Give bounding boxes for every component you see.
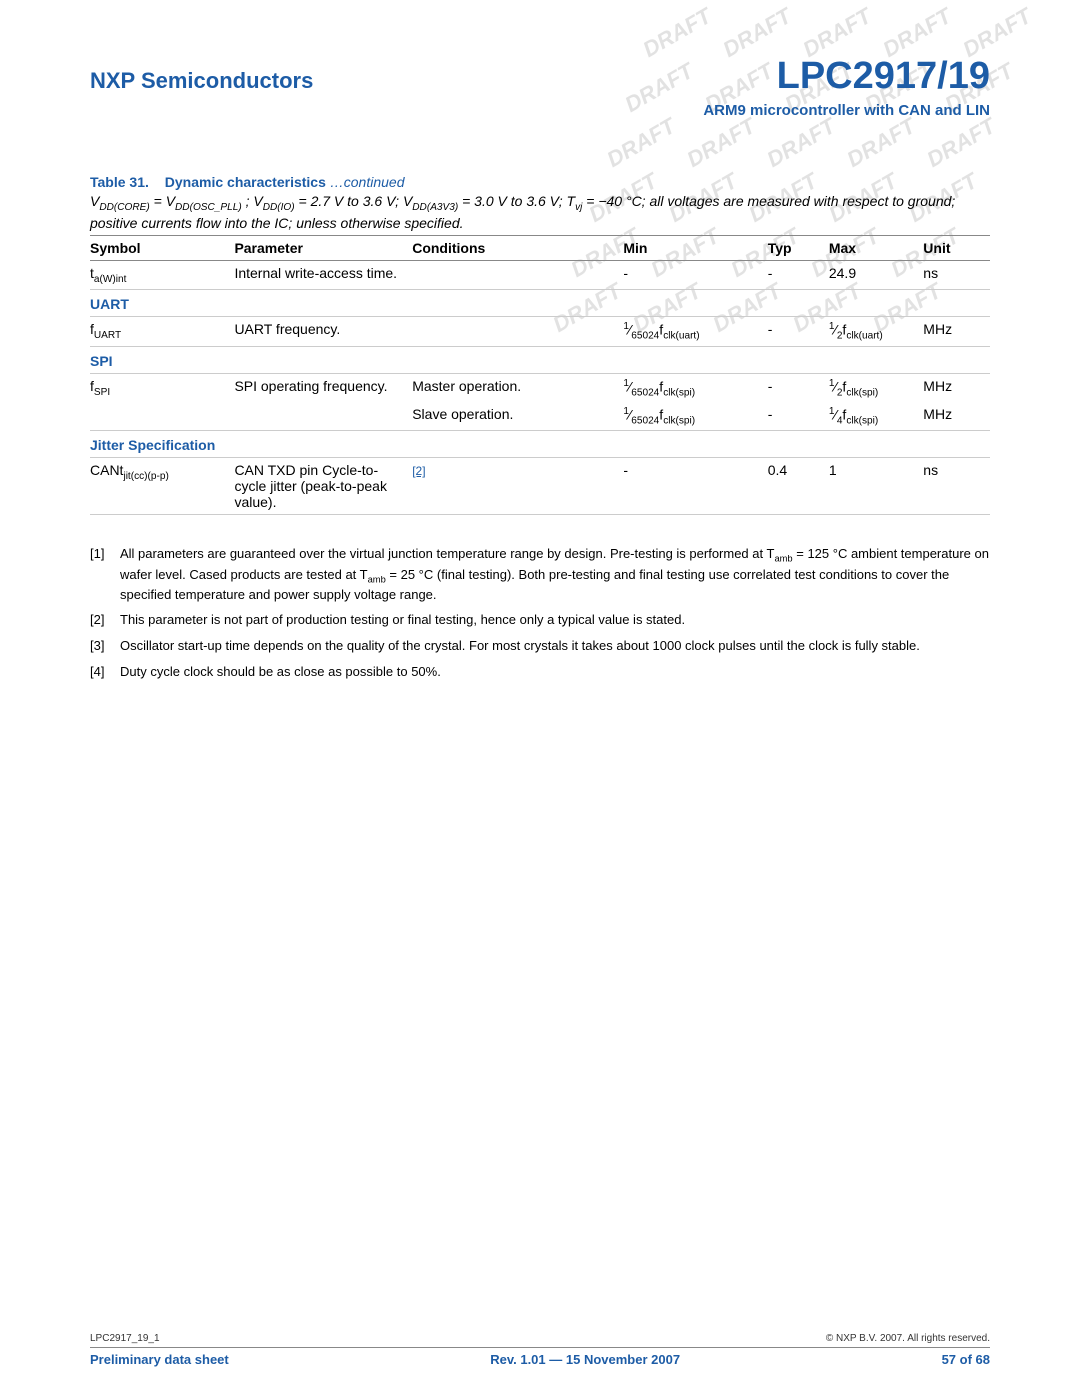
- cell-typ: 0.4: [768, 458, 829, 515]
- part-number: LPC2917/19: [777, 55, 990, 98]
- cell-min: -: [623, 261, 767, 290]
- cell-symbol: CANtjit(cc)(p-p): [90, 458, 234, 515]
- cell-parameter: UART frequency.: [234, 317, 412, 346]
- footer-right: 57 of 68: [942, 1352, 990, 1367]
- table-row: ta(W)int Internal write-access time. - -…: [90, 261, 990, 290]
- col-typ: Typ: [768, 236, 829, 261]
- cell-max: 1⁄2fclk(spi): [829, 373, 923, 402]
- cell-conditions: [412, 261, 623, 290]
- footer-center: Rev. 1.01 — 15 November 2007: [490, 1352, 680, 1367]
- cell-unit: MHz: [923, 373, 990, 402]
- company-name: NXP Semiconductors: [90, 68, 313, 94]
- cell-symbol: fUART: [90, 317, 234, 346]
- footnote-ref[interactable]: [2]: [412, 464, 425, 478]
- footer-left: Preliminary data sheet: [90, 1352, 229, 1367]
- cell-typ: -: [768, 317, 829, 346]
- table-row: fSPI SPI operating frequency. Master ope…: [90, 373, 990, 402]
- cell-symbol: fSPI: [90, 373, 234, 431]
- table-caption: Table 31. Dynamic characteristics …conti…: [90, 174, 990, 190]
- cell-max: 1⁄4fclk(spi): [829, 402, 923, 431]
- table-header-row: Symbol Parameter Conditions Min Typ Max …: [90, 236, 990, 261]
- footnote-text: Oscillator start-up time depends on the …: [120, 637, 920, 655]
- cell-parameter: SPI operating frequency.: [234, 373, 412, 431]
- col-max: Max: [829, 236, 923, 261]
- cell-conditions: Slave operation.: [412, 402, 623, 431]
- table-row: fUART UART frequency. 1⁄65024fclk(uart) …: [90, 317, 990, 346]
- col-symbol: Symbol: [90, 236, 234, 261]
- footnote: [3] Oscillator start-up time depends on …: [90, 637, 990, 655]
- footnote: [4] Duty cycle clock should be as close …: [90, 663, 990, 681]
- col-parameter: Parameter: [234, 236, 412, 261]
- cell-unit: MHz: [923, 317, 990, 346]
- doc-id: LPC2917_19_1: [90, 1333, 160, 1344]
- footnotes: [1] All parameters are guaranteed over t…: [90, 545, 990, 680]
- footnote: [1] All parameters are guaranteed over t…: [90, 545, 990, 603]
- footnote-text: This parameter is not part of production…: [120, 611, 685, 629]
- footnote-idx: [4]: [90, 663, 120, 681]
- cell-min: 1⁄65024fclk(spi): [623, 373, 767, 402]
- footnote-idx: [1]: [90, 545, 120, 603]
- conditions-note: VDD(CORE) = VDD(OSC_PLL) ; VDD(IO) = 2.7…: [90, 192, 990, 233]
- footnote-text: Duty cycle clock should be as close as p…: [120, 663, 441, 681]
- footnote: [2] This parameter is not part of produc…: [90, 611, 990, 629]
- cell-parameter: Internal write-access time.: [234, 261, 412, 290]
- section-jitter: Jitter Specification: [90, 431, 990, 458]
- cell-max: 1: [829, 458, 923, 515]
- cell-typ: -: [768, 373, 829, 402]
- col-unit: Unit: [923, 236, 990, 261]
- cell-parameter: CAN TXD pin Cycle-to-cycle jitter (peak-…: [234, 458, 412, 515]
- col-min: Min: [623, 236, 767, 261]
- cell-max: 1⁄2fclk(uart): [829, 317, 923, 346]
- cell-typ: -: [768, 261, 829, 290]
- subtitle: ARM9 microcontroller with CAN and LIN: [90, 102, 990, 119]
- cell-typ: -: [768, 402, 829, 431]
- copyright: © NXP B.V. 2007. All rights reserved.: [826, 1333, 990, 1344]
- cell-max: 24.9: [829, 261, 923, 290]
- section-uart: UART: [90, 290, 990, 317]
- section-spi: SPI: [90, 346, 990, 373]
- col-conditions: Conditions: [412, 236, 623, 261]
- cell-conditions: Master operation.: [412, 373, 623, 402]
- page-content: NXP Semiconductors LPC2917/19 ARM9 micro…: [0, 0, 1080, 718]
- cell-conditions: [412, 317, 623, 346]
- cell-min: -: [623, 458, 767, 515]
- table-number: Table 31.: [90, 174, 149, 190]
- cell-unit: ns: [923, 261, 990, 290]
- cell-conditions: [2]: [412, 458, 623, 515]
- footnote-idx: [3]: [90, 637, 120, 655]
- cell-unit: MHz: [923, 402, 990, 431]
- cell-min: 1⁄65024fclk(uart): [623, 317, 767, 346]
- cell-min: 1⁄65024fclk(spi): [623, 402, 767, 431]
- footer: LPC2917_19_1 © NXP B.V. 2007. All rights…: [90, 1333, 990, 1367]
- table-row: CANtjit(cc)(p-p) CAN TXD pin Cycle-to-cy…: [90, 458, 990, 515]
- footnote-idx: [2]: [90, 611, 120, 629]
- cell-symbol: ta(W)int: [90, 261, 234, 290]
- cell-unit: ns: [923, 458, 990, 515]
- footnote-text: All parameters are guaranteed over the v…: [120, 545, 990, 603]
- header-row: NXP Semiconductors LPC2917/19: [90, 55, 990, 98]
- table-title: Dynamic characteristics …continued: [165, 174, 405, 190]
- spec-table: Symbol Parameter Conditions Min Typ Max …: [90, 235, 990, 515]
